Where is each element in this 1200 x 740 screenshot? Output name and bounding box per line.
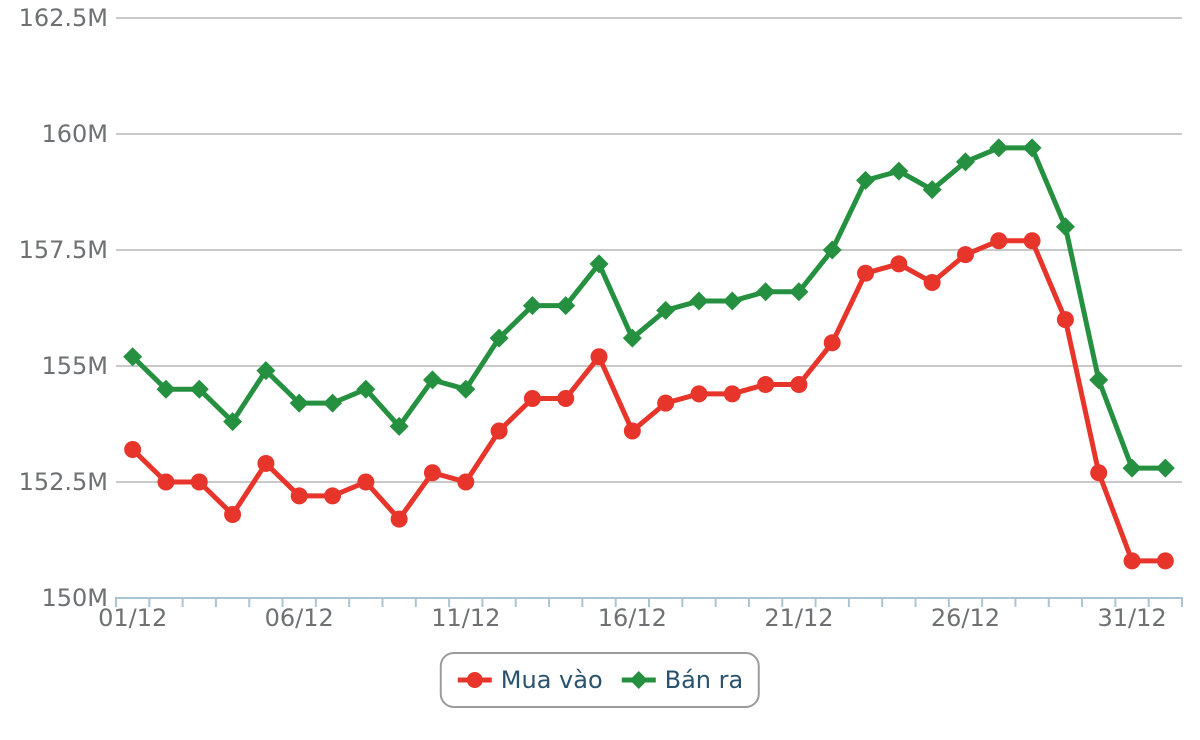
buy-series-marker-icon	[457, 672, 492, 688]
legend-item-ban-ra[interactable]: Bán ra	[621, 666, 744, 694]
svg-text:26/12: 26/12	[931, 604, 1000, 632]
legend-item-mua-vao[interactable]: Mua vào	[457, 668, 603, 692]
svg-text:16/12: 16/12	[598, 604, 667, 632]
svg-text:31/12: 31/12	[1097, 604, 1166, 632]
svg-text:21/12: 21/12	[764, 604, 833, 632]
svg-text:06/12: 06/12	[265, 604, 334, 632]
svg-text:11/12: 11/12	[431, 604, 500, 632]
svg-text:155M: 155M	[41, 352, 108, 380]
svg-text:01/12: 01/12	[98, 604, 167, 632]
svg-text:160M: 160M	[41, 120, 108, 148]
sell-series-marker-icon	[621, 671, 656, 689]
legend-label-buy: Mua vào	[500, 666, 603, 694]
svg-text:157.5M: 157.5M	[19, 236, 108, 264]
svg-text:150M: 150M	[41, 584, 108, 612]
chart-legend: Mua vào Bán ra	[439, 652, 761, 708]
svg-text:152.5M: 152.5M	[19, 468, 108, 496]
svg-text:162.5M: 162.5M	[19, 4, 108, 32]
legend-label-sell: Bán ra	[664, 666, 744, 694]
